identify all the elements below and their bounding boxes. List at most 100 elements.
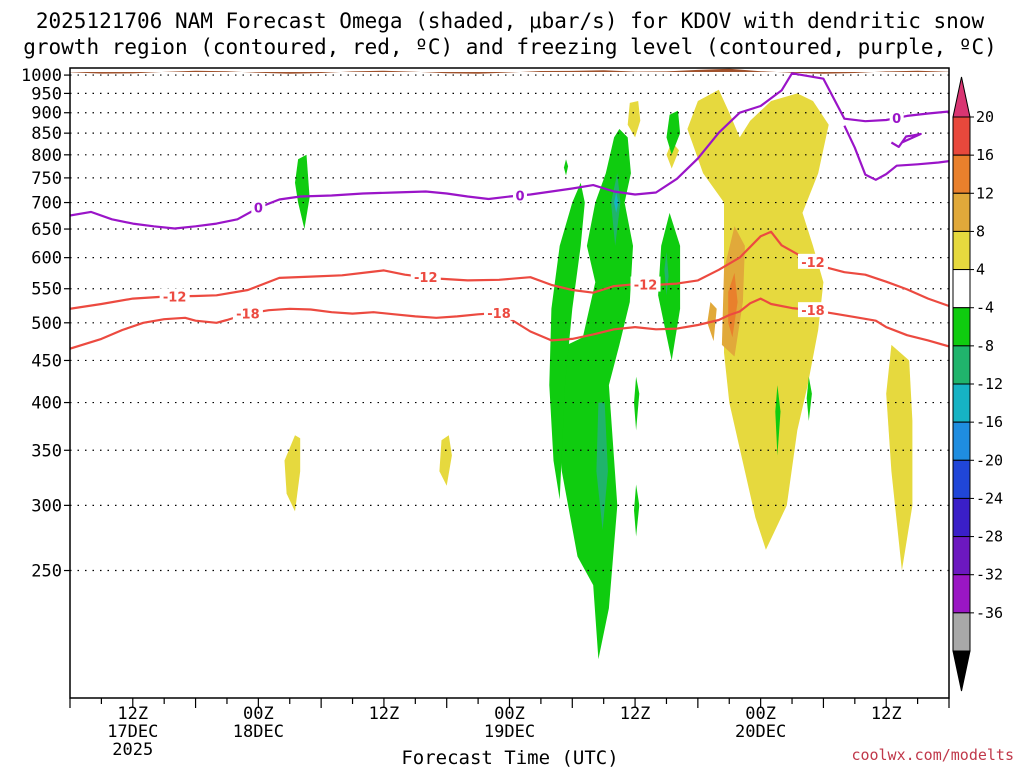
contour-freezing-level-upper-branch (843, 125, 949, 181)
y-tick-label-850: 850 (31, 124, 62, 144)
contour-label-freezing-level: 0 (254, 202, 263, 217)
contour-label-bg (630, 276, 661, 292)
x-tick-label: 00Z (494, 704, 525, 724)
colorbar-swatch (952, 536, 971, 576)
colorbar-label: -32 (976, 566, 1003, 584)
x-tick-label: 12Z (871, 704, 902, 724)
omega-region-4 (687, 89, 829, 550)
contour-label-bg (410, 269, 441, 285)
contour-label-bg (159, 288, 190, 304)
chart-title-line-2: growth region (contoured, red, ºC) and f… (23, 35, 997, 59)
y-tick-label-650: 650 (31, 220, 62, 240)
y-tick-label-700: 700 (31, 194, 62, 214)
colorbar-swatch (952, 230, 971, 271)
contour-label-bg (889, 109, 904, 125)
omega-region-minus4 (775, 385, 781, 456)
colorbar-swatch (952, 421, 971, 461)
omega-region-minus4 (666, 110, 681, 155)
y-axis: 2503003504004505005506006507007508008509… (21, 66, 70, 582)
omega-region-minus4 (658, 212, 681, 361)
colorbar-swatch (952, 154, 971, 194)
colorbar-label: -8 (976, 337, 994, 355)
chart-title-line-1: 2025121706 NAM Forecast Omega (shaded, μ… (36, 9, 985, 33)
colorbar-label: -36 (976, 604, 1003, 622)
y-tick-label-400: 400 (31, 394, 62, 414)
colorbar-label: 8 (976, 222, 985, 240)
colorbar-label: -12 (976, 375, 1003, 393)
contour-freezing-level (70, 72, 949, 230)
omega-region-minus4 (549, 182, 585, 500)
y-tick-label-600: 600 (31, 249, 62, 269)
colorbar-top-triangle (952, 76, 971, 118)
colorbar-label: 16 (976, 146, 994, 164)
omega-region-minus4 (806, 376, 812, 421)
contour-label-freezing-level: 0 (892, 112, 901, 127)
contour-freezing-level-loop (890, 132, 922, 148)
x-tick-label: 17DEC (107, 722, 158, 742)
contour-label-bg (797, 253, 828, 269)
contour-label-dgz-minus18: -18 (487, 307, 511, 322)
contour-dgz-minus12 (70, 230, 949, 310)
colorbar-swatch (952, 192, 971, 232)
omega-region-minus4 (295, 154, 310, 229)
contour-label-dgz-minus18: -18 (801, 304, 825, 319)
terrain-layer (70, 68, 949, 74)
colorbar-swatch (952, 383, 971, 423)
omega-region-4 (627, 101, 641, 138)
omega-region-minus4 (634, 376, 640, 431)
omega-region-minus8 (596, 402, 608, 530)
colorbar-label: -28 (976, 528, 1003, 546)
y-tick-label-450: 450 (31, 351, 62, 371)
x-tick-label: 00Z (243, 704, 274, 724)
contour-label-dgz-minus12: -12 (414, 271, 438, 286)
contour-label-bg (484, 304, 515, 320)
x-tick-label: 20DEC (735, 722, 786, 742)
y-tick-label-300: 300 (31, 496, 62, 516)
colorbar-label: 20 (976, 108, 994, 126)
y-tick-label-500: 500 (31, 314, 62, 334)
omega-region-4 (886, 344, 913, 571)
omega-region-minus4 (563, 159, 569, 176)
colorbar-swatch (952, 345, 971, 385)
contour-label-bg (797, 302, 828, 318)
omega-region-minus12 (614, 192, 619, 213)
colorbar-swatch (952, 459, 971, 499)
colorbar-swatch (952, 269, 971, 309)
colorbar-swatch (952, 497, 971, 538)
y-tick-label-750: 750 (31, 169, 62, 189)
x-tick-label: 12Z (369, 704, 400, 724)
x-axis-label: Forecast Time (UTC) (401, 747, 618, 768)
omega-region-4 (439, 435, 452, 486)
contour-label-freezing-level: 0 (515, 189, 524, 204)
y-tick-label-950: 950 (31, 84, 62, 104)
credit-text: coolwx.com/modelts (851, 746, 1014, 764)
colorbar-swatch (952, 574, 971, 614)
colorbar-swatch (952, 307, 971, 347)
contour-label-bg (232, 305, 263, 321)
colorbar-label: -16 (976, 413, 1003, 431)
x-tick-label: 2025 (112, 740, 153, 760)
contour-label-dgz-minus12: -12 (634, 279, 658, 294)
omega-region-minus4 (634, 484, 640, 537)
colorbar-label: 12 (976, 184, 994, 202)
contour-layer: -18 -18 -18 -12 -12 -12 -12 0 0 0 (70, 72, 949, 350)
contour-label-bg (251, 199, 266, 215)
contour-label-dgz-minus12: -12 (801, 256, 825, 271)
colorbar-label: -24 (976, 489, 1003, 507)
contour-label-dgz-minus12: -12 (163, 290, 187, 305)
omega-region-minus4 (556, 129, 633, 660)
x-tick-label: 18DEC (233, 722, 284, 742)
terrain-surface (70, 68, 949, 74)
y-tick-label-900: 900 (31, 104, 62, 124)
x-tick-label: 12Z (620, 704, 651, 724)
colorbar: 20 16 12 8 4 -4 -8 -12 -16 -20 -24 -28 -32 -36 (952, 76, 1003, 692)
y-tick-label-550: 550 (31, 280, 62, 300)
colorbar-label: -4 (976, 299, 994, 317)
y-tick-label-800: 800 (31, 146, 62, 166)
colorbar-label: 4 (976, 261, 985, 279)
omega-region-4 (666, 141, 679, 169)
x-tick-label: 19DEC (484, 722, 535, 742)
colorbar-label: -20 (976, 451, 1003, 469)
